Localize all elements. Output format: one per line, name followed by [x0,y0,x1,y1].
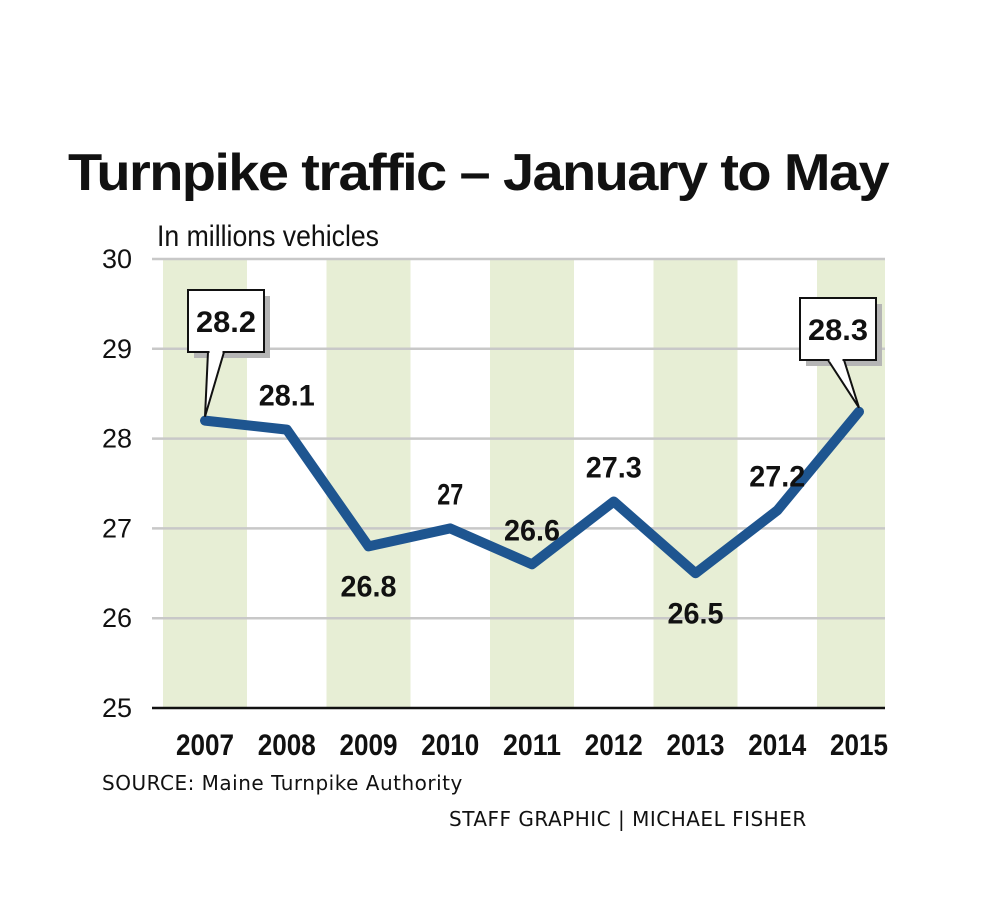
band-2011 [490,259,574,708]
callout-2015: 28.3 [799,297,882,409]
source-note: SOURCE: Maine Turnpike Authority [102,771,463,795]
chart-title: Turnpike traffic – January to May [68,144,890,202]
data-labels: 28.2 28.1 26.8 27 26.6 27.3 26.5 27.2 28.3 [187,289,882,630]
data-label: 27.3 [586,451,642,484]
data-label: 28.1 [259,380,315,413]
x-tick-label: 2007 [176,729,234,762]
y-tick-label: 30 [102,244,132,274]
data-label: 26.5 [668,597,724,630]
callout-box [187,289,265,353]
staff-credit: STAFF GRAPHIC | MICHAEL FISHER [449,807,807,831]
background-bands [163,259,885,708]
y-tick-label: 26 [102,603,132,633]
data-label: 28.3 [808,314,868,347]
callout-2007: 28.2 [187,289,270,417]
x-tick-label: 2010 [421,729,479,762]
band-2013 [653,259,738,708]
y-axis-unit-label: In millions vehicles [157,220,379,253]
data-label: 27.2 [749,460,805,493]
y-tick-label: 29 [102,334,132,364]
data-label: 26.8 [341,570,397,603]
y-tick-label: 27 [102,513,132,543]
x-tick-label: 2011 [503,729,561,762]
x-tick-label: 2013 [667,729,725,762]
x-tick-label: 2015 [830,729,888,762]
gridlines [152,257,885,710]
data-label: 28.2 [196,306,256,339]
callout-box [799,297,877,361]
y-axis-ticks: 25 26 27 28 29 30 [102,244,132,723]
series-line-traffic [200,406,864,579]
band-2009 [326,259,411,708]
x-tick-label: 2012 [585,729,643,762]
x-axis-ticks: 2007 2008 2009 2010 2011 2012 2013 2014 2015 [176,729,888,762]
x-tick-label: 2009 [340,729,398,762]
y-tick-label: 28 [102,424,132,454]
data-label: 26.6 [504,514,560,547]
data-label: 27 [437,478,463,511]
x-tick-label: 2014 [748,729,806,762]
y-tick-label: 25 [102,693,132,723]
x-tick-label: 2008 [258,729,316,762]
